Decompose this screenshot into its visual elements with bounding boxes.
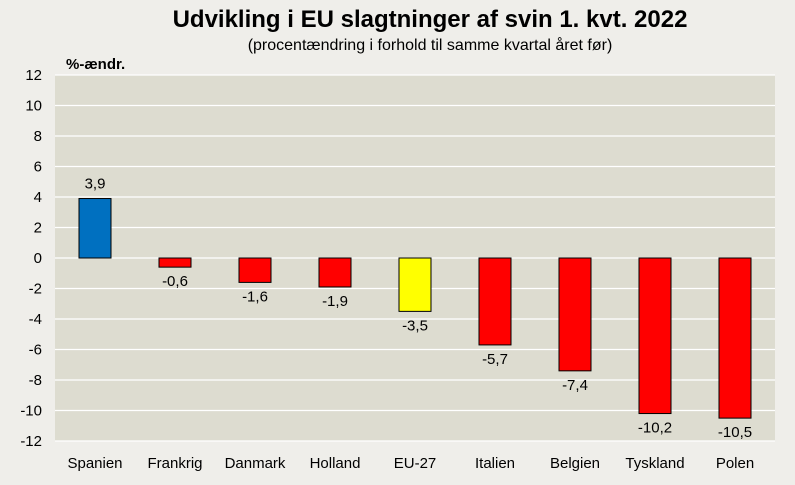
y-tick-label: 2 <box>34 220 42 237</box>
value-label: -7,4 <box>562 377 588 394</box>
y-tick-label: -10 <box>20 403 42 420</box>
y-tick-label: 6 <box>34 159 42 176</box>
bar <box>478 257 512 346</box>
x-axis-ticks: Spanien Frankrig Danmark Holland EU-27 Italie… <box>67 455 754 472</box>
y-axis-ticks: 12 10 8 6 4 2 0 -2 -4 -6 -8 -10 -12 <box>20 67 42 450</box>
value-label: -3,5 <box>402 317 428 334</box>
bar <box>78 198 112 259</box>
y-tick-label: 8 <box>34 128 42 145</box>
y-tick-label: -6 <box>29 342 42 359</box>
y-tick-label: 12 <box>25 67 42 84</box>
value-labels: 3,9 -0,6 -1,6 -1,9 -3,5 -5,7 -7,4 -10,2 -10,5 <box>85 176 753 442</box>
x-tick-label: Italien <box>475 455 515 472</box>
bar <box>638 257 672 415</box>
x-tick-label: Polen <box>716 455 754 472</box>
bars <box>78 198 752 419</box>
x-tick-label: Danmark <box>225 455 286 472</box>
bar <box>558 257 592 372</box>
gridlines <box>55 74 775 442</box>
y-tick-label: -4 <box>29 311 42 328</box>
bar <box>158 257 192 268</box>
value-label: -1,9 <box>322 293 348 310</box>
value-label: -10,5 <box>718 424 752 441</box>
x-tick-label: Holland <box>310 455 361 472</box>
bar <box>718 257 752 419</box>
value-label: 3,9 <box>85 176 106 193</box>
y-tick-label: -8 <box>29 372 42 389</box>
x-tick-label: Tyskland <box>625 455 684 472</box>
x-tick-label: Spanien <box>67 455 122 472</box>
value-label: -1,6 <box>242 288 268 305</box>
value-label: -5,7 <box>482 351 508 368</box>
chart-subtitle: (procentændring i forhold til samme kvar… <box>247 37 613 54</box>
x-tick-label: Belgien <box>550 455 600 472</box>
y-tick-label: 0 <box>34 250 42 267</box>
value-label: -0,6 <box>162 273 188 290</box>
value-label: -10,2 <box>638 420 672 437</box>
bar <box>398 257 432 312</box>
y-tick-label: -12 <box>20 433 42 450</box>
y-axis-label: %-ændr. <box>66 56 126 73</box>
x-tick-label: EU-27 <box>394 455 437 472</box>
x-tick-label: Frankrig <box>147 455 202 472</box>
bar <box>238 257 272 283</box>
bar <box>318 257 352 288</box>
y-tick-label: 4 <box>34 189 42 206</box>
y-tick-label: -2 <box>29 281 42 298</box>
chart-title: Udvikling i EU slagtninger af svin 1. kv… <box>172 6 688 33</box>
y-tick-label: 10 <box>25 98 42 115</box>
